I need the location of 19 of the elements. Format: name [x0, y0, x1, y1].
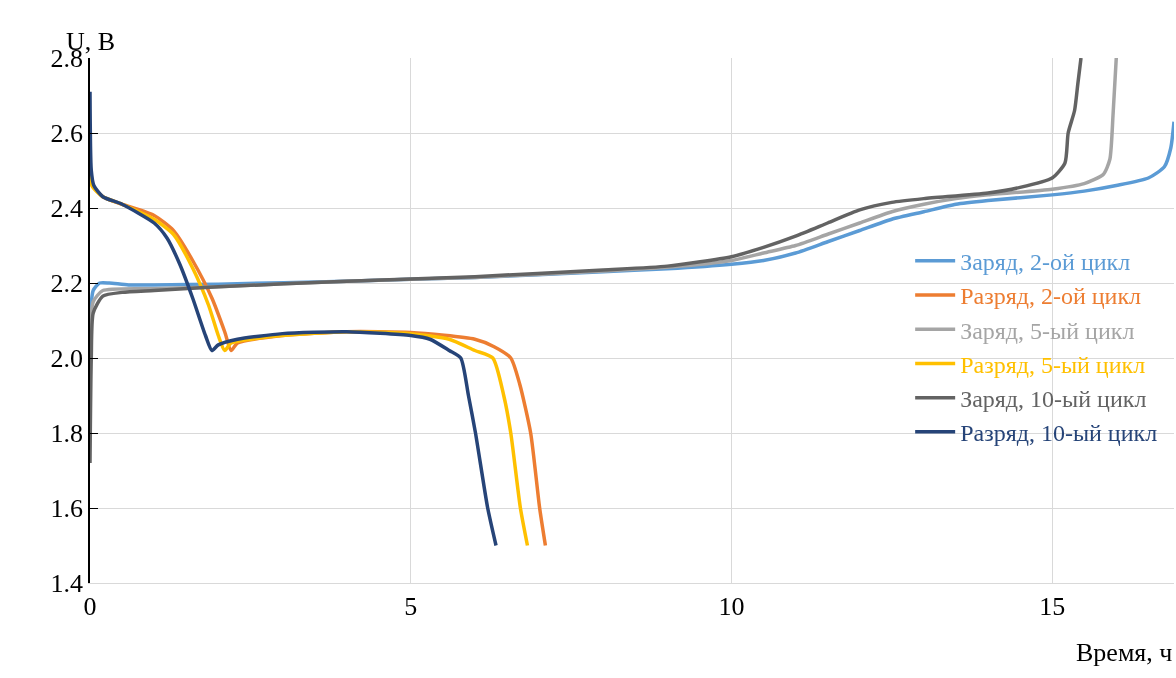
legend-label: Заряд, 5-ый цикл [960, 317, 1135, 344]
legend-label: Заряд, 10-ый цикл [960, 386, 1147, 413]
x-tick-label: 15 [1039, 592, 1066, 622]
y-tick-label: 1.4 [50, 569, 84, 599]
x-tick-label: 5 [404, 592, 418, 622]
line-series [90, 90, 498, 548]
y-tick-label: 1.6 [50, 494, 84, 524]
y-tick-label: 2.4 [50, 194, 84, 224]
x-tick-label: 0 [83, 592, 97, 622]
x-axis-title: Время, ч [1076, 638, 1173, 667]
legend-label: Разряд, 5-ый цикл [960, 351, 1146, 378]
legend-label: Разряд, 10-ый цикл [960, 420, 1158, 447]
y-tick-label: 2.6 [50, 119, 84, 149]
x-tick-label: 10 [718, 592, 745, 622]
y-tick-label: 2.2 [50, 269, 84, 299]
legend-label: Разряд, 2-ой цикл [960, 283, 1142, 310]
y-tick-label: 1.8 [50, 419, 84, 449]
y-tick-label: 2.0 [50, 344, 84, 374]
legend-label: Заряд, 2-ой цикл [960, 249, 1131, 276]
